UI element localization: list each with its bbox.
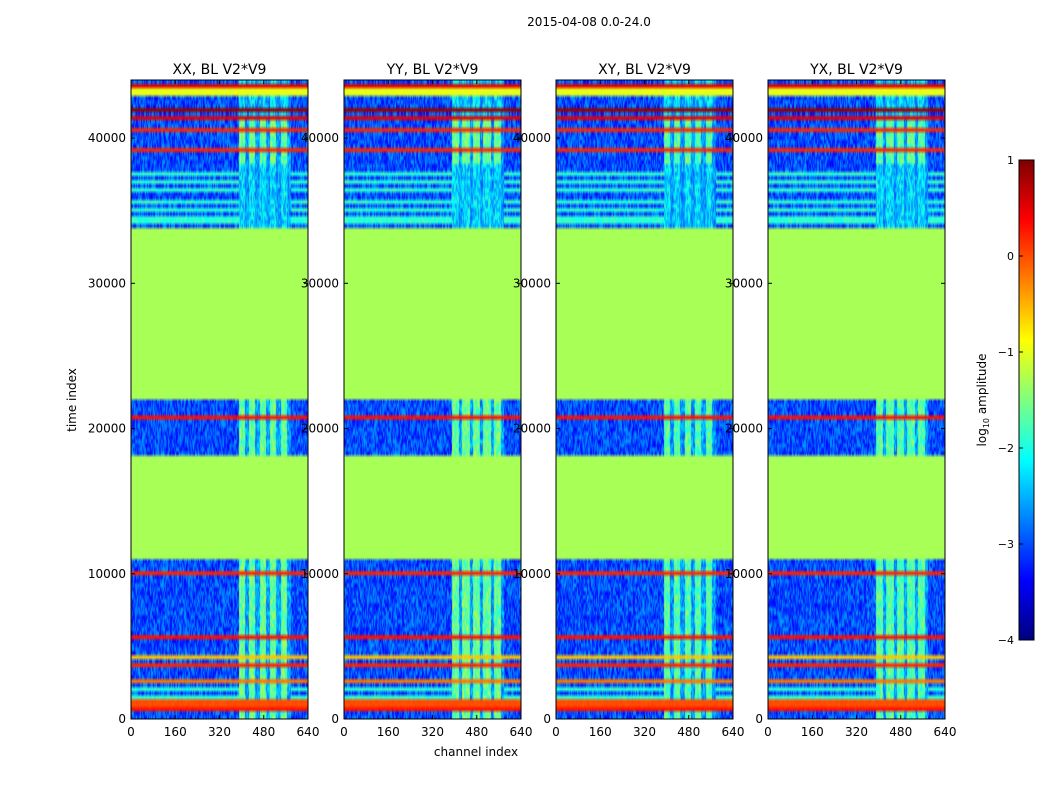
heatmap-image-yy [344,80,521,719]
colorbar-tick-label: 0 [1007,250,1014,263]
panel-yx: YX, BL V2*V9 0 160 320 480 640 0 10000 20000 3000… [725,62,957,739]
x-tick-label: 640 [510,725,533,739]
y-tick-label: 20000 [88,422,126,436]
y-tick-label: 40000 [301,131,339,145]
y-tick-label: 0 [331,712,339,726]
y-tick-label: 10000 [513,567,551,581]
y-tick-label: 10000 [301,567,339,581]
y-tick-label: 0 [543,712,551,726]
x-tick-label: 640 [934,725,957,739]
x-tick-label: 160 [589,725,612,739]
x-tick-label: 320 [633,725,656,739]
colorbar-tick-label: −2 [998,442,1014,455]
y-tick-label: 20000 [301,422,339,436]
panels-group: XX, BL V2*V9 0 160 320 480 640 0 10000 20000 3000… [88,62,957,739]
y-tick-label: 10000 [88,567,126,581]
panel-yy: YY, BL V2*V9 0 160 320 480 640 0 10000 20000 3000… [301,62,533,739]
colorbar-tick-label: −4 [998,634,1014,647]
panel-title: YX, BL V2*V9 [809,62,903,78]
x-tick-label: 320 [421,725,444,739]
y-tick-label: 40000 [725,131,763,145]
colorbar: 1 0 −1 −2 −3 −4 log10 amplitude [975,154,1035,647]
x-tick-label: 640 [297,725,320,739]
x-tick-label: 0 [340,725,348,739]
x-tick-label: 160 [164,725,187,739]
colorbar-tick-label: −1 [998,346,1014,359]
heatmap-image-xx [131,80,308,719]
panel-title: XY, BL V2*V9 [598,62,691,78]
figure-suptitle: 2015-04-08 0.0-24.0 [527,15,651,29]
x-tick-label: 480 [465,725,488,739]
x-tick-label: 0 [127,725,135,739]
panel-xy: XY, BL V2*V9 0 160 320 480 640 0 10000 20000 3000… [513,62,745,739]
colorbar-label: log10 amplitude [975,354,991,447]
colorbar-tick-label: −3 [998,538,1014,551]
heatmap-image-yx [768,80,945,719]
x-tick-label: 0 [764,725,772,739]
y-tick-label: 40000 [88,131,126,145]
x-tick-label: 480 [677,725,700,739]
y-tick-label: 30000 [88,276,126,290]
y-tick-label: 0 [755,712,763,726]
y-tick-label: 40000 [513,131,551,145]
x-tick-label: 0 [552,725,560,739]
x-tick-label: 640 [722,725,745,739]
x-tick-label: 160 [801,725,824,739]
colorbar-gradient [1018,159,1035,641]
panel-xx: XX, BL V2*V9 0 160 320 480 640 0 10000 20000 3000… [88,62,320,739]
y-tick-label: 20000 [725,422,763,436]
heatmap-image-xy [556,80,733,719]
x-tick-label: 480 [889,725,912,739]
panel-title: XX, BL V2*V9 [173,62,267,78]
x-tick-label: 480 [252,725,275,739]
colorbar-tick-label: 1 [1007,154,1014,167]
y-tick-label: 0 [118,712,126,726]
x-axis-label: channel index [434,745,518,759]
x-tick-label: 320 [208,725,231,739]
y-axis-label: time index [65,368,79,432]
y-tick-label: 10000 [725,567,763,581]
y-tick-label: 30000 [301,276,339,290]
y-tick-label: 30000 [513,276,551,290]
x-tick-label: 160 [377,725,400,739]
y-tick-label: 20000 [513,422,551,436]
panel-title: YY, BL V2*V9 [386,62,479,78]
x-tick-label: 320 [845,725,868,739]
y-tick-label: 30000 [725,276,763,290]
